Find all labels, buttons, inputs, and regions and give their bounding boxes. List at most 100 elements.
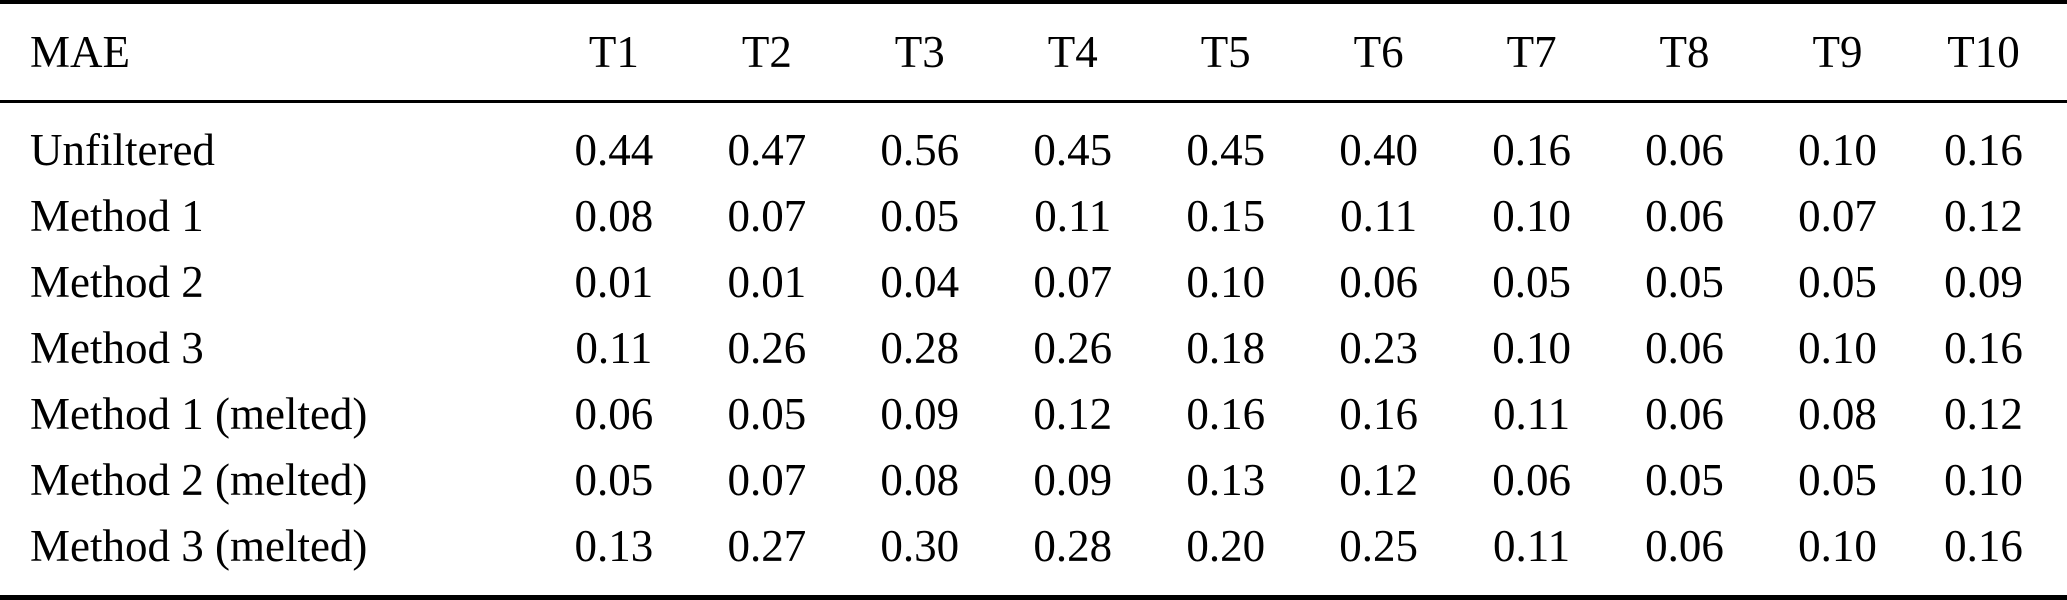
value-cell: 0.06 xyxy=(1492,454,1571,505)
value-cell: 0.05 xyxy=(1798,454,1877,505)
value-cell: 0.07 xyxy=(1798,190,1877,241)
value-cell: 0.23 xyxy=(1339,322,1419,373)
header-row: MAE T1 T2 T3 T4 T5 T6 T7 T8 T9 T10 xyxy=(0,2,2067,103)
value-cell: 0.16 xyxy=(1944,520,2023,571)
value-cell: 0.06 xyxy=(1645,322,1724,373)
value-cell: 0.07 xyxy=(727,454,807,505)
value-cell: 0.01 xyxy=(574,256,654,307)
row-label: Method 2 (melted) xyxy=(30,454,368,505)
value-cell: 0.05 xyxy=(1798,256,1877,307)
column-header-cell: T1 xyxy=(537,2,691,103)
value-cell: 0.06 xyxy=(574,388,654,439)
column-header-cell: T8 xyxy=(1608,2,1762,103)
row-label: Method 2 xyxy=(30,256,204,307)
value-cell: 0.16 xyxy=(1339,388,1419,439)
value-cell: 0.10 xyxy=(1798,322,1877,373)
value-cell: 0.11 xyxy=(1034,190,1112,241)
column-header-cell: T9 xyxy=(1761,2,1914,103)
value-cell: 0.45 xyxy=(1033,124,1113,175)
value-cell: 0.45 xyxy=(1186,124,1266,175)
table-row: Method 2 0.01 0.01 0.04 0.07 0.10 0.06 0.05 0.05… xyxy=(0,249,2067,315)
value-cell: 0.05 xyxy=(1645,454,1724,505)
value-cell: 0.05 xyxy=(574,454,654,505)
value-cell: 0.11 xyxy=(575,322,653,373)
table-row: Method 1 0.08 0.07 0.05 0.11 0.15 0.11 0.10 0.06… xyxy=(0,183,2067,249)
value-cell: 0.12 xyxy=(1944,388,2023,439)
value-cell: 0.28 xyxy=(880,322,960,373)
row-label: Method 3 xyxy=(30,322,204,373)
value-cell: 0.16 xyxy=(1492,124,1571,175)
table-row: Method 3 (melted) 0.13 0.27 0.30 0.28 0.20 0.2… xyxy=(0,513,2067,598)
value-cell: 0.12 xyxy=(1339,454,1419,505)
column-header-cell: T6 xyxy=(1302,2,1456,103)
value-cell: 0.16 xyxy=(1186,388,1266,439)
value-cell: 0.06 xyxy=(1645,190,1724,241)
value-cell: 0.12 xyxy=(1033,388,1113,439)
value-cell: 0.09 xyxy=(880,388,960,439)
value-cell: 0.20 xyxy=(1186,520,1266,571)
value-cell: 0.09 xyxy=(1033,454,1113,505)
value-cell: 0.06 xyxy=(1339,256,1419,307)
table-row: Method 1 (melted) 0.06 0.05 0.09 0.12 0.16 0.1… xyxy=(0,381,2067,447)
value-cell: 0.10 xyxy=(1492,190,1571,241)
value-cell: 0.40 xyxy=(1339,124,1419,175)
value-cell: 0.04 xyxy=(880,256,960,307)
value-cell: 0.05 xyxy=(727,388,807,439)
column-header-cell: T2 xyxy=(690,2,844,103)
row-label: Unfiltered xyxy=(30,124,215,175)
value-cell: 0.13 xyxy=(1186,454,1266,505)
column-header-cell: T3 xyxy=(843,2,997,103)
value-cell: 0.56 xyxy=(880,124,960,175)
value-cell: 0.06 xyxy=(1645,520,1724,571)
column-header-cell: T10 xyxy=(1913,2,2067,103)
value-cell: 0.11 xyxy=(1340,190,1418,241)
metric-header-cell: MAE xyxy=(0,2,538,103)
value-cell: 0.25 xyxy=(1339,520,1419,571)
value-cell: 0.30 xyxy=(880,520,960,571)
value-cell: 0.11 xyxy=(1493,520,1571,571)
value-cell: 0.12 xyxy=(1944,190,2023,241)
value-cell: 0.05 xyxy=(880,190,960,241)
value-cell: 0.08 xyxy=(574,190,654,241)
value-cell: 0.47 xyxy=(727,124,807,175)
value-cell: 0.16 xyxy=(1944,322,2023,373)
value-cell: 0.09 xyxy=(1944,256,2023,307)
value-cell: 0.07 xyxy=(727,190,807,241)
table-row: Method 2 (melted) 0.05 0.07 0.08 0.09 0.13 0.1… xyxy=(0,447,2067,513)
value-cell: 0.44 xyxy=(574,124,654,175)
value-cell: 0.13 xyxy=(574,520,654,571)
value-cell: 0.10 xyxy=(1798,520,1877,571)
value-cell: 0.15 xyxy=(1186,190,1266,241)
value-cell: 0.07 xyxy=(1033,256,1113,307)
value-cell: 0.28 xyxy=(1033,520,1113,571)
table-row: Method 3 0.11 0.26 0.28 0.26 0.18 0.23 0.10 0.06… xyxy=(0,315,2067,381)
table-body: Unfiltered 0.44 0.47 0.56 0.45 0.45 0.40 0.16 0.… xyxy=(0,102,2067,598)
value-cell: 0.26 xyxy=(1033,322,1113,373)
row-label: Method 1 (melted) xyxy=(30,388,368,439)
column-header-cell: T5 xyxy=(1149,2,1303,103)
value-cell: 0.10 xyxy=(1186,256,1266,307)
value-cell: 0.06 xyxy=(1645,124,1724,175)
value-cell: 0.27 xyxy=(727,520,807,571)
value-cell: 0.08 xyxy=(880,454,960,505)
value-cell: 0.08 xyxy=(1798,388,1877,439)
value-cell: 0.16 xyxy=(1944,124,2023,175)
table-header: MAE T1 T2 T3 T4 T5 T6 T7 T8 T9 T10 xyxy=(0,2,2067,103)
value-cell: 0.10 xyxy=(1798,124,1877,175)
table-row: Unfiltered 0.44 0.47 0.56 0.45 0.45 0.40 0.16 0.… xyxy=(0,102,2067,184)
value-cell: 0.18 xyxy=(1186,322,1266,373)
value-cell: 0.11 xyxy=(1493,388,1571,439)
column-header-cell: T7 xyxy=(1455,2,1609,103)
value-cell: 0.05 xyxy=(1645,256,1724,307)
value-cell: 0.10 xyxy=(1944,454,2023,505)
value-cell: 0.06 xyxy=(1645,388,1724,439)
value-cell: 0.10 xyxy=(1492,322,1571,373)
row-label: Method 1 xyxy=(30,190,204,241)
value-cell: 0.26 xyxy=(727,322,807,373)
column-header-cell: T4 xyxy=(996,2,1150,103)
value-cell: 0.01 xyxy=(727,256,807,307)
value-cell: 0.05 xyxy=(1492,256,1571,307)
row-label: Method 3 (melted) xyxy=(30,520,368,571)
